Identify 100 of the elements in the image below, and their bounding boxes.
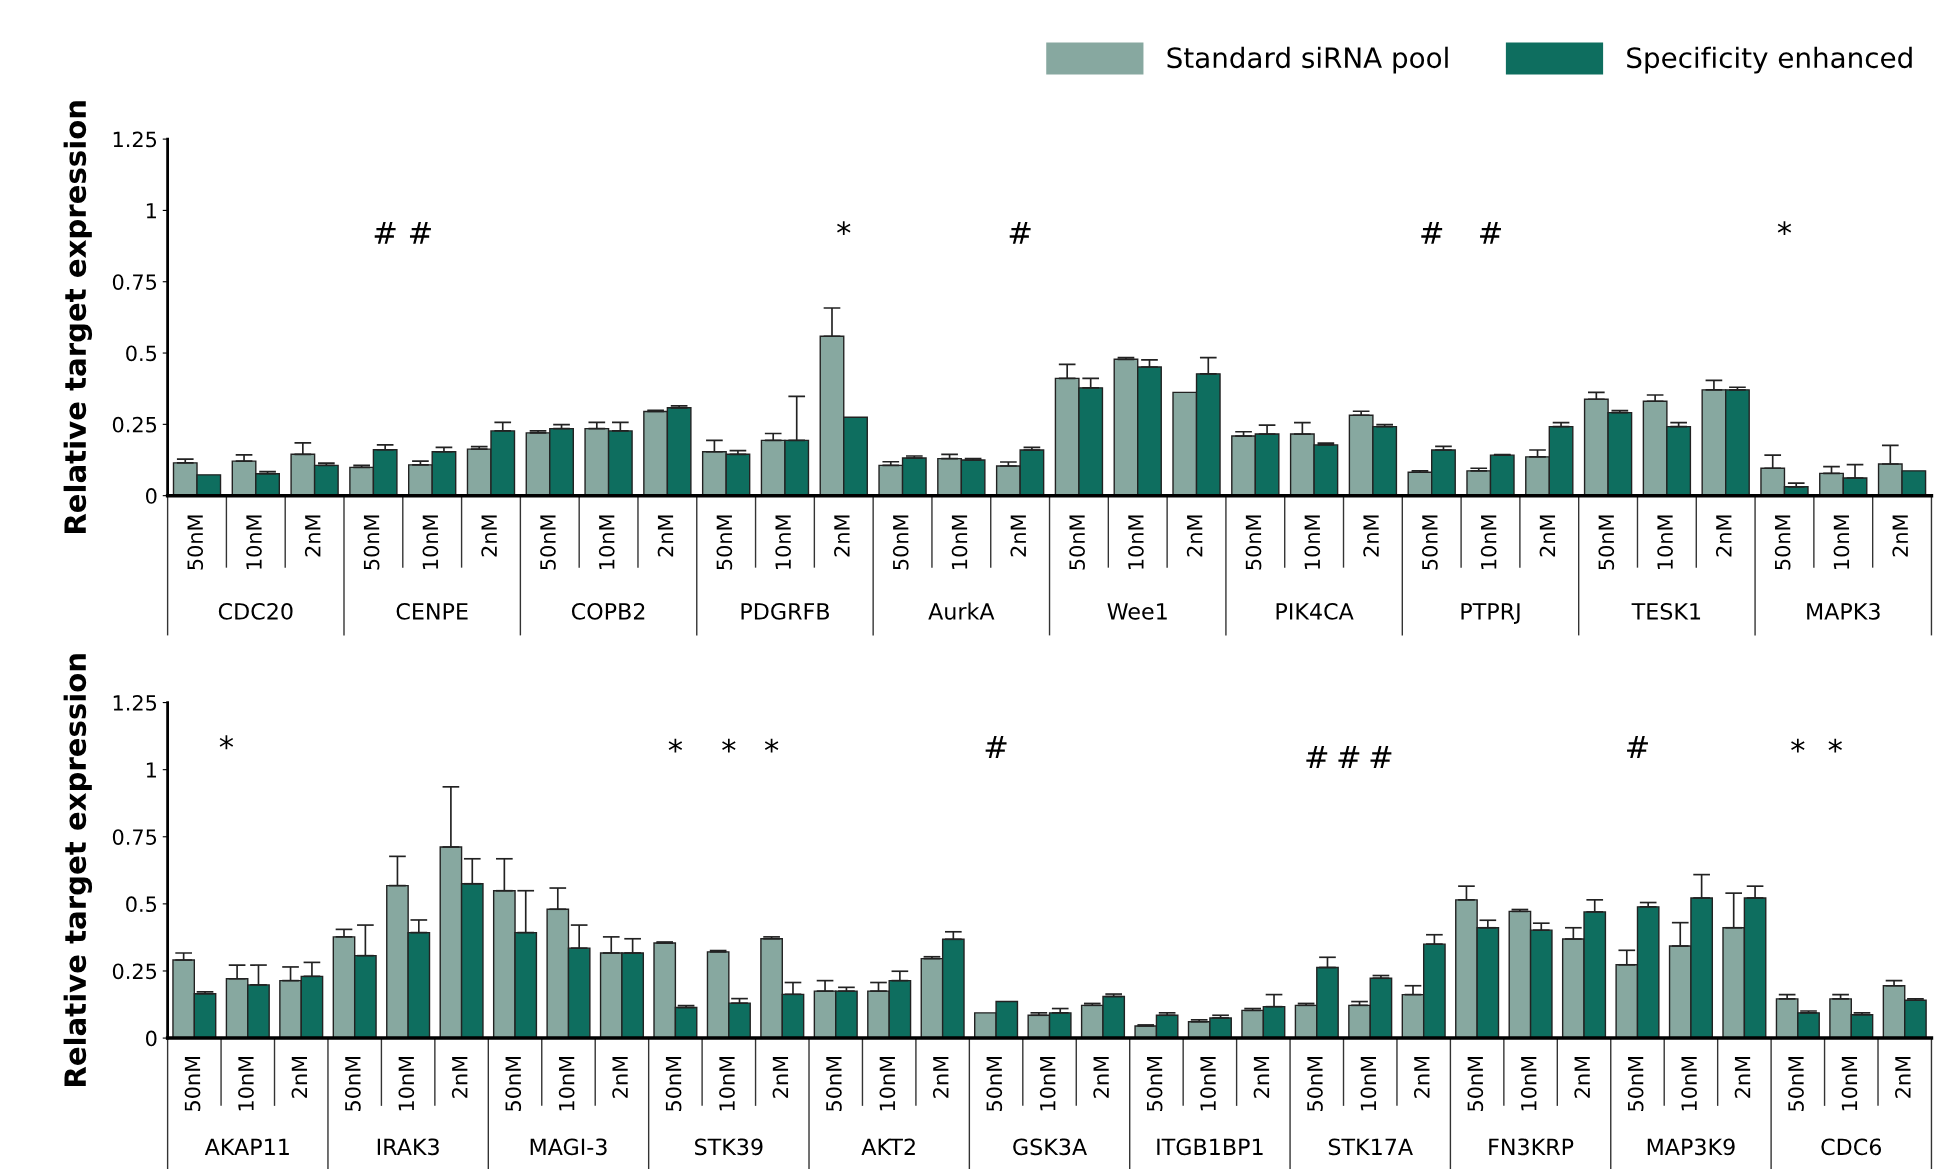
x-tick-label: 2nM [1539, 515, 1556, 557]
text: COPB2 [571, 602, 645, 620]
annotation: # [1480, 221, 1501, 244]
text: PTPRJ [1461, 603, 1520, 624]
y-tick-label: 1 [146, 203, 156, 219]
text: AKAP11 [204, 1138, 289, 1155]
x-tick-label: 50nM [1307, 1056, 1323, 1111]
text: AurkA [928, 602, 995, 620]
x-tick-label: 10nM [1039, 1056, 1056, 1111]
text: FN3KRP [1489, 1138, 1574, 1156]
x-tick-label: 50nM [1467, 1056, 1484, 1111]
text: PDGRFB [741, 602, 829, 620]
text: MAP3K9 [1647, 1138, 1735, 1156]
text: IRAK3 [377, 1138, 439, 1156]
x-tick-label: 50nM [1598, 515, 1615, 570]
annotation: # [409, 221, 431, 244]
x-tick-label: 50nM [1245, 515, 1262, 570]
annotation: # [374, 221, 396, 244]
y-tick-label: 0.5 [126, 345, 157, 362]
x-tick-label: 50nM [1069, 515, 1085, 570]
text: PIK4CA [1276, 602, 1354, 620]
text: ITGB1BP1 [1157, 1138, 1263, 1156]
annotation: * [837, 221, 851, 236]
x-tick-label: 10nM [1360, 1056, 1377, 1111]
y-tick-label: 1.25 [113, 131, 157, 148]
x-tick-label: 10nM [246, 515, 262, 569]
x-tick-label: 2nM [612, 1056, 628, 1098]
text: CENPE [396, 602, 468, 620]
x-tick-label: 10nM [1304, 515, 1321, 569]
x-tick-label: 2nM [1093, 1056, 1109, 1098]
y-axis-title: Relative target expression [63, 101, 93, 534]
x-tick-label: 10nM [1841, 1056, 1858, 1111]
x-tick-label: 50nM [716, 515, 733, 570]
legend-label: Specificity enhanced [1627, 46, 1912, 74]
x-tick-label: 10nM [951, 515, 968, 569]
y-tick-label: 0.75 [112, 829, 157, 845]
annotation: * [1777, 221, 1792, 236]
text: STK39 [695, 1138, 763, 1156]
x-tick-label: 2nM [1253, 1056, 1270, 1098]
y-tick-label: 0.25 [112, 963, 157, 980]
text: MAGI-3 [530, 1138, 607, 1156]
x-tick-label: 50nM [540, 515, 556, 570]
x-tick-label: 2nM [1413, 1056, 1430, 1098]
y-tick-label: 1.25 [113, 695, 157, 711]
x-tick-label: 2nM [481, 515, 497, 557]
x-tick-label: 2nM [1715, 515, 1732, 557]
x-tick-label: 10nM [1520, 1056, 1537, 1111]
y-tick-label: 0 [146, 488, 157, 504]
x-tick-label: 50nM [1421, 515, 1438, 570]
x-tick-label: 2nM [1363, 515, 1379, 557]
annotation: # [1370, 746, 1392, 769]
x-tick-label: 10nM [598, 515, 615, 569]
text: MAPK3 [1807, 602, 1880, 620]
x-tick-label: 50nM [665, 1056, 682, 1111]
y-tick-label: 0 [146, 1030, 157, 1047]
x-tick-label: 2nM [304, 515, 321, 557]
x-tick-label: 10nM [1833, 515, 1850, 569]
text: STK17A [1328, 1138, 1413, 1156]
x-tick-label: 2nM [834, 515, 850, 557]
y-tick-label: 0.5 [126, 896, 157, 913]
x-tick-label: 2nM [1895, 1056, 1911, 1098]
x-tick-label: 10nM [238, 1056, 254, 1111]
annotation: * [219, 735, 234, 750]
y-tick-label: 0.75 [112, 274, 157, 290]
x-tick-label: 10nM [1200, 1056, 1216, 1111]
x-tick-label: 2nM [657, 515, 674, 557]
x-tick-label: 50nM [344, 1056, 361, 1111]
x-tick-label: 50nM [363, 515, 380, 570]
x-tick-label: 10nM [775, 515, 791, 569]
annotation: # [985, 736, 1007, 758]
x-tick-label: 50nM [1146, 1056, 1163, 1111]
x-tick-label: 10nM [1657, 515, 1673, 569]
x-tick-label: 50nM [826, 1056, 842, 1111]
annotation: # [1627, 736, 1648, 758]
legend-label: Standard siRNA pool [1167, 46, 1448, 74]
x-tick-label: 50nM [184, 1056, 201, 1111]
annotation: # [1421, 221, 1443, 244]
x-tick-label: 10nM [1681, 1056, 1697, 1111]
x-tick-label: 50nM [1788, 1056, 1804, 1111]
text: Wee1 [1107, 603, 1167, 620]
x-tick-label: 2nM [1186, 515, 1203, 557]
x-tick-label: 10nM [558, 1056, 575, 1111]
y-tick-label: 1 [146, 762, 156, 778]
text: CDC6 [1821, 1138, 1882, 1156]
text: AKT2 [861, 1138, 915, 1155]
annotation: * [722, 738, 736, 753]
x-tick-label: 50nM [986, 1056, 1003, 1111]
x-tick-label: 10nM [422, 515, 439, 569]
annotation: # [1009, 221, 1031, 244]
annotation: * [668, 738, 683, 753]
x-tick-label: 50nM [1627, 1056, 1644, 1111]
x-tick-label: 10nM [879, 1056, 896, 1111]
x-tick-label: 50nM [892, 515, 909, 570]
x-tick-label: 2nM [1010, 515, 1026, 557]
text: TESK1 [1631, 602, 1701, 620]
x-tick-label: 2nM [772, 1056, 789, 1098]
x-tick-label: 2nM [291, 1056, 307, 1098]
x-tick-label: 10nM [1480, 515, 1497, 569]
x-tick-label: 2nM [1574, 1056, 1590, 1098]
x-tick-label: 50nM [1774, 515, 1791, 570]
